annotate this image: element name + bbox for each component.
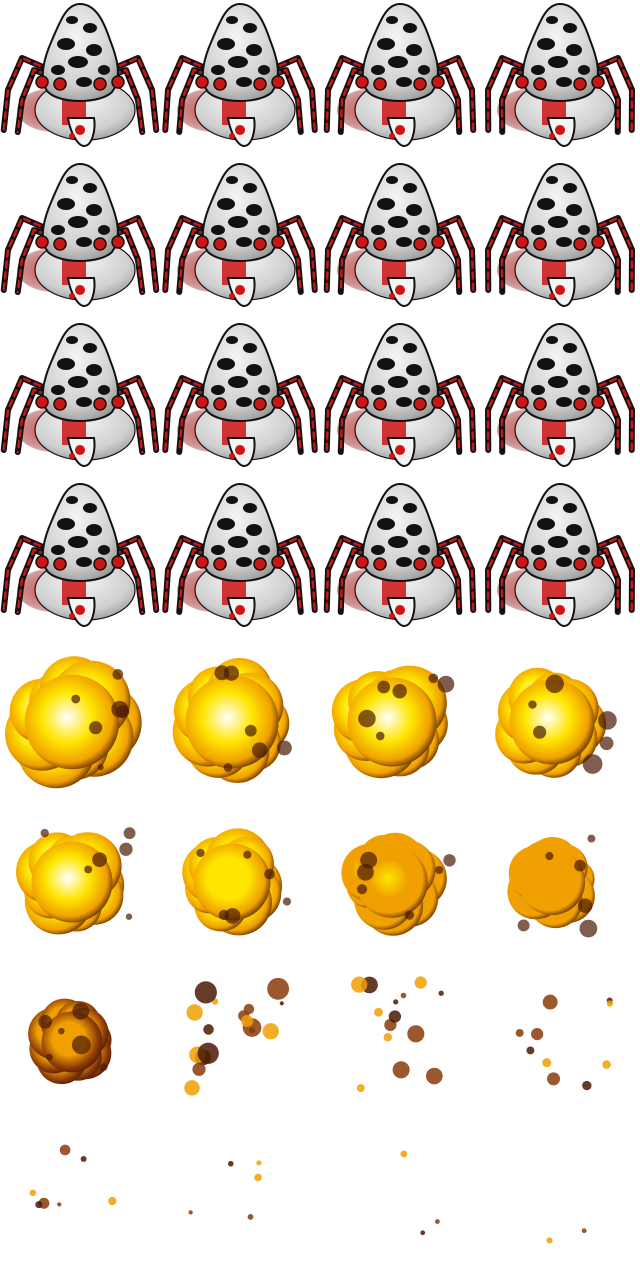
- explosion-frame: [0, 1120, 160, 1280]
- spider-mech-sprite: [0, 162, 160, 308]
- explosion-frame: [0, 960, 160, 1120]
- explosion-sprite: [188, 1160, 262, 1220]
- explosion-sprite: [351, 976, 444, 1093]
- spider-mech-sprite: [323, 322, 477, 468]
- explosion-sprite: [546, 1228, 587, 1244]
- spider-frame: [160, 480, 320, 640]
- spider-frame: [320, 320, 480, 480]
- explosion-frame: [320, 800, 480, 960]
- spider-frame: [320, 480, 480, 640]
- explosion-frame: [480, 640, 640, 800]
- explosion-sprite: [184, 977, 290, 1096]
- explosion-sprite: [172, 657, 292, 783]
- explosion-frame: [160, 960, 320, 1120]
- spider-mech-sprite: [323, 162, 477, 308]
- spider-frame: [0, 480, 160, 640]
- spider-mech-sprite: [485, 482, 635, 628]
- spider-frame: [480, 320, 640, 480]
- explosion-sprite: [341, 832, 456, 936]
- explosion-sprite: [507, 834, 598, 938]
- spider-mech-sprite: [323, 2, 477, 148]
- explosion-frame: [160, 640, 320, 800]
- explosion-sprite: [331, 665, 455, 779]
- spider-frame: [320, 160, 480, 320]
- spider-mech-sprite: [485, 322, 635, 468]
- spider-mech-sprite: [162, 2, 318, 148]
- spider-mech-sprite: [485, 162, 635, 308]
- spider-frame: [0, 0, 160, 160]
- spider-mech-sprite: [323, 482, 477, 628]
- explosion-frame: [480, 960, 640, 1120]
- explosion-frame: [320, 960, 480, 1120]
- spider-frame: [160, 160, 320, 320]
- spider-mech-sprite: [485, 2, 635, 148]
- spider-frame: [320, 0, 480, 160]
- spider-frame: [0, 320, 160, 480]
- explosion-frame: [320, 1120, 480, 1280]
- explosion-frame: [480, 1120, 640, 1280]
- explosion-frame: [0, 640, 160, 800]
- spider-frame: [480, 160, 640, 320]
- spider-frame: [160, 0, 320, 160]
- spider-mech-sprite: [162, 322, 318, 468]
- explosion-sprite: [182, 828, 292, 936]
- spider-mech-sprite: [0, 2, 160, 148]
- explosion-frame: [160, 1120, 320, 1280]
- spider-mech-sprite: [0, 322, 160, 468]
- spider-frame: [0, 160, 160, 320]
- explosion-sprite: [495, 667, 617, 778]
- explosion-frame: [160, 800, 320, 960]
- spider-frame: [480, 0, 640, 160]
- spider-frame: [480, 480, 640, 640]
- spider-mech-sprite: [162, 162, 318, 308]
- explosion-frame: [320, 640, 480, 800]
- explosion-frame: [0, 800, 160, 960]
- explosion-sprite: [5, 656, 142, 789]
- spider-mech-sprite: [0, 482, 160, 628]
- spider-frame: [160, 320, 320, 480]
- explosion-sprite: [28, 998, 112, 1085]
- explosion-frame: [480, 800, 640, 960]
- explosion-sprite: [400, 1150, 440, 1236]
- explosion-sprite: [16, 827, 136, 935]
- explosion-sprite: [29, 1144, 117, 1209]
- explosion-sprite: [515, 994, 614, 1091]
- spider-mech-sprite: [162, 482, 318, 628]
